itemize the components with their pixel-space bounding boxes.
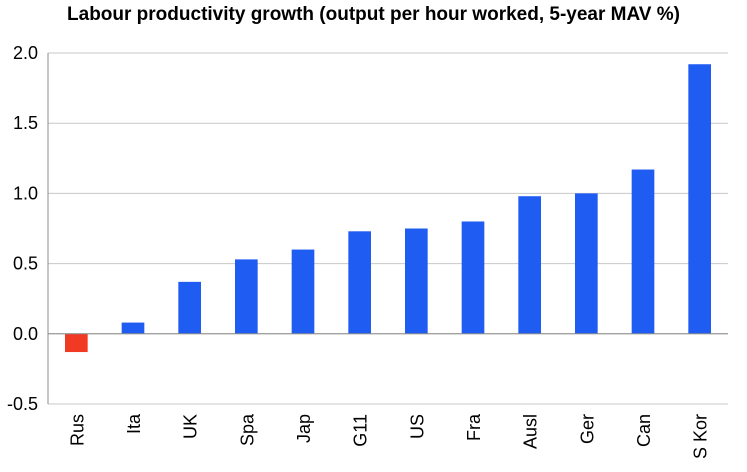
x-category-label: S Kor	[691, 414, 711, 459]
y-tick-label: 1.5	[13, 113, 38, 133]
bar-us	[405, 228, 428, 334]
x-category-label: US	[407, 414, 427, 439]
x-category-label: Ausl	[521, 414, 541, 449]
x-category-label: Can	[634, 414, 654, 447]
bars	[65, 64, 711, 353]
bar-g11	[348, 231, 371, 334]
x-category-label: Fra	[464, 413, 484, 441]
bar-ita	[121, 322, 145, 334]
y-tick-label: 0.0	[13, 324, 38, 344]
bar-s-kor	[688, 64, 711, 334]
x-category-label: Ita	[124, 413, 144, 434]
bar-jap	[291, 249, 315, 334]
chart-title: Labour productivity growth (output per h…	[67, 4, 680, 25]
x-category-label: Ger	[577, 414, 597, 444]
bar-uk	[178, 281, 201, 334]
y-tick-labels: -0.5 0.0 0.5 1.0 1.5 2.0	[7, 43, 38, 414]
x-category-labels: Rus Ita UK Spa Jap G11 US Fra Ausl Ger Can S Kor	[67, 413, 710, 459]
x-category-label: UK	[181, 414, 201, 439]
y-tick-label: -0.5	[7, 394, 38, 414]
axes	[47, 53, 728, 404]
x-category-label: Rus	[67, 414, 87, 446]
gridlines	[48, 52, 728, 405]
x-category-label: Jap	[294, 414, 314, 443]
y-tick-label: 1.0	[13, 183, 38, 203]
y-tick-label: 0.5	[13, 254, 38, 274]
bar-spa	[235, 259, 258, 334]
x-category-label: Spa	[237, 413, 257, 446]
y-tick-label: 2.0	[13, 43, 38, 63]
bar-ausl	[518, 196, 541, 334]
bar-ger	[575, 193, 598, 334]
x-category-label: G11	[351, 414, 371, 447]
bar-can	[631, 169, 655, 334]
bar-rus	[65, 333, 88, 353]
bar-fra	[461, 221, 485, 334]
